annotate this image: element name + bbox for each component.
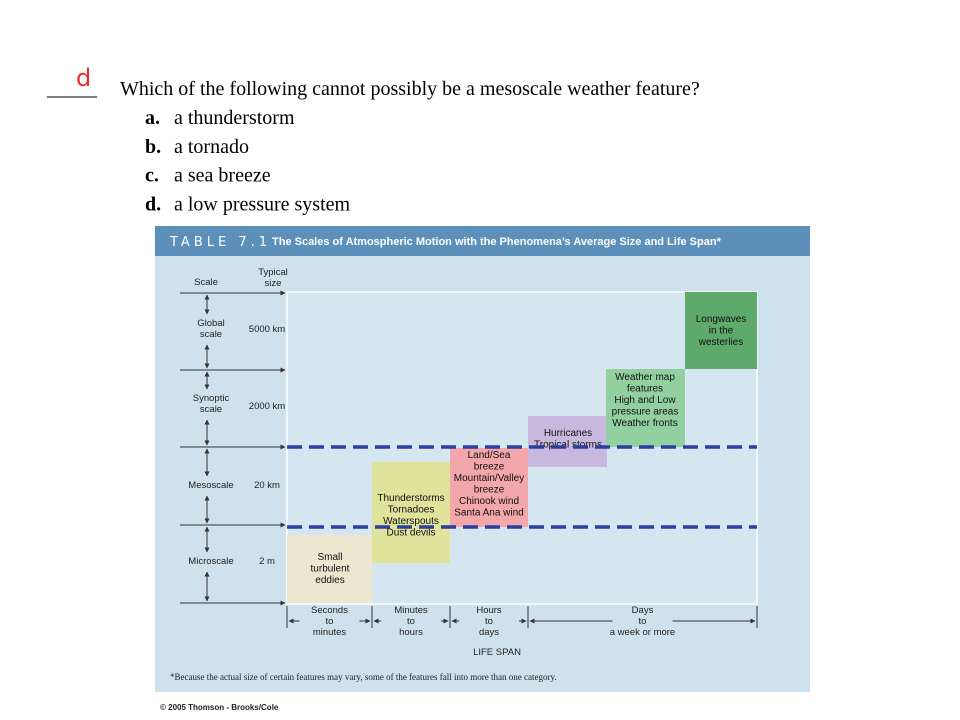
option-letter: b. — [145, 136, 161, 158]
life-span: to — [407, 616, 415, 627]
scale-name: Global — [197, 318, 224, 329]
life-span: Days — [632, 605, 654, 616]
feature-box — [528, 416, 607, 467]
feature-text: Dust devils — [387, 528, 436, 539]
table-title: The Scales of Atmospheric Motion with th… — [272, 236, 722, 248]
size-header: size — [265, 278, 282, 289]
feature-text: Hurricanes — [544, 428, 592, 439]
table-header — [155, 226, 810, 256]
life-span: Seconds — [311, 605, 348, 616]
feature-text: Longwaves — [696, 314, 747, 325]
life-span: Hours — [476, 605, 502, 616]
answer-mark: d — [76, 64, 91, 92]
feature-text: Mountain/Valley — [454, 473, 524, 484]
feature-box — [372, 462, 450, 563]
feature-text: in the — [709, 326, 734, 337]
option-letter: a. — [145, 107, 160, 129]
life-span: to — [485, 616, 493, 627]
scale-size: 20 km — [254, 480, 280, 491]
option-text: a low pressure system — [174, 193, 351, 215]
feature-text: Weather fronts — [612, 418, 677, 429]
life-span: to — [326, 616, 334, 627]
feature-box — [450, 448, 528, 527]
life-span: to — [639, 616, 647, 627]
scale-name: Microscale — [188, 556, 233, 567]
feature-box — [287, 535, 372, 603]
scale-name: Synoptic — [193, 393, 230, 404]
feature-text: features — [627, 384, 663, 395]
feature-text: pressure areas — [612, 407, 679, 418]
life-span: Minutes — [394, 605, 428, 616]
feature-text: Land/Sea — [468, 450, 511, 461]
scale-header: Scale — [194, 277, 218, 288]
feature-text: Thunderstorms — [377, 493, 444, 504]
scale-size: 5000 km — [249, 324, 286, 335]
life-span: minutes — [313, 627, 347, 638]
option-letter: c. — [145, 165, 159, 187]
option-letter: d. — [145, 193, 161, 215]
option-text: a sea breeze — [174, 165, 271, 187]
feature-text: Small — [317, 552, 342, 563]
feature-text: westerlies — [698, 337, 743, 348]
scale-name: scale — [200, 404, 222, 415]
feature-text: Weather map — [615, 372, 675, 383]
feature-text: High and Low — [614, 395, 676, 406]
footnote: *Because the actual size of certain feat… — [170, 672, 557, 682]
feature-text: Waterspouts — [383, 516, 439, 527]
feature-text: breeze — [474, 485, 505, 496]
life-span: a week or more — [610, 627, 675, 638]
table-number: TABLE 7.1 — [169, 235, 271, 250]
life-span: hours — [399, 627, 423, 638]
feature-text: Tropical storms — [534, 440, 602, 451]
scale-size: 2000 km — [249, 401, 286, 412]
option-text: a tornado — [174, 136, 249, 158]
feature-text: Santa Ana wind — [454, 508, 524, 519]
feature-box — [606, 369, 685, 447]
scale-name: scale — [200, 329, 222, 340]
credit: © 2005 Thomson - Brooks/Cole — [160, 703, 279, 712]
feature-text: eddies — [315, 575, 344, 586]
option-text: a thunderstorm — [174, 107, 295, 129]
feature-text: turbulent — [311, 564, 350, 575]
life-span-label: LIFE SPAN — [473, 647, 521, 658]
scale-size: 2 m — [259, 556, 275, 567]
feature-box — [685, 292, 757, 369]
feature-text: breeze — [474, 462, 505, 473]
life-span: days — [479, 627, 499, 638]
question-prompt: Which of the following cannot possibly b… — [120, 78, 700, 100]
answer-blank: _____ — [46, 78, 98, 100]
scale-name: Mesoscale — [188, 480, 233, 491]
feature-text: Chinook wind — [459, 496, 519, 507]
size-header: Typical — [258, 267, 288, 278]
feature-text: Tornadoes — [388, 505, 435, 516]
